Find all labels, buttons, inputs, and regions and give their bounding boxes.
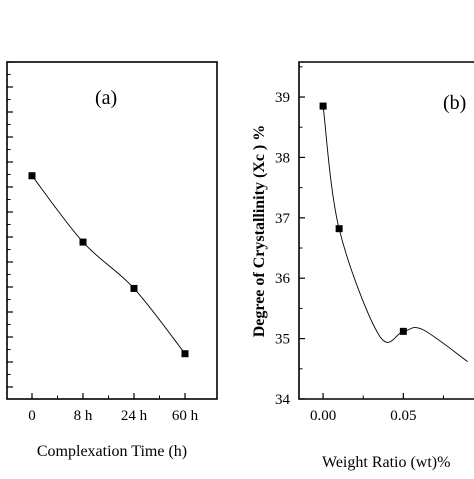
data-point — [181, 350, 189, 358]
x-tick-label: 24 h — [121, 408, 148, 424]
data-point — [79, 238, 87, 246]
panel-b-x-tick-labels: 0.00 0.05 — [310, 408, 417, 424]
x-tick-label: 0.00 — [310, 408, 336, 424]
panel-a-frame — [6, 61, 218, 400]
panel-a-y-ticks — [7, 61, 13, 388]
y-tick-label: 35 — [275, 332, 290, 348]
data-point — [28, 172, 36, 180]
panel-a-x-tick-labels: 0 8 h 24 h 60 h — [28, 408, 198, 424]
x-tick-label: 0.05 — [390, 408, 416, 424]
panel-b-x-ticks — [322, 393, 444, 399]
y-tick-label: 38 — [275, 150, 290, 166]
panel-a: 0 8 h 24 h 60 h (a) Complexation Time (h) — [6, 61, 218, 460]
x-tick-label: 60 h — [172, 408, 199, 424]
x-tick-label: 8 h — [74, 408, 93, 424]
panel-b-x-axis-title: Weight Ratio (wt)% — [322, 454, 450, 471]
x-tick-label: 0 — [28, 408, 36, 424]
data-point — [130, 284, 138, 292]
panel-b-data-points — [319, 102, 407, 335]
data-point — [319, 102, 327, 110]
panel-b-fit-curve — [322, 106, 468, 362]
y-tick-label: 37 — [275, 211, 291, 227]
panel-b-frame — [298, 61, 474, 400]
panel-a-label: (a) — [95, 87, 117, 109]
panel-a-x-ticks — [31, 393, 186, 399]
data-point — [335, 225, 343, 233]
panel-b: 34 35 36 37 38 39 0.00 0.05 (b) Weight Ratio (… — [251, 61, 474, 471]
panel-b-y-ticks — [299, 66, 305, 400]
y-tick-label: 36 — [275, 271, 291, 287]
data-point — [399, 327, 407, 335]
y-tick-label: 34 — [275, 392, 291, 408]
y-tick-label: 39 — [275, 90, 290, 106]
panel-a-fit-curve — [31, 175, 186, 354]
panel-a-x-axis-title: Complexation Time (h) — [37, 443, 187, 460]
panel-b-y-tick-labels: 34 35 36 37 38 39 — [275, 90, 291, 408]
panel-b-y-axis-title: Degree of Crystallinity (Xc ) % — [251, 125, 268, 338]
panel-a-data-points — [28, 172, 189, 358]
panel-b-label: (b) — [443, 92, 466, 114]
